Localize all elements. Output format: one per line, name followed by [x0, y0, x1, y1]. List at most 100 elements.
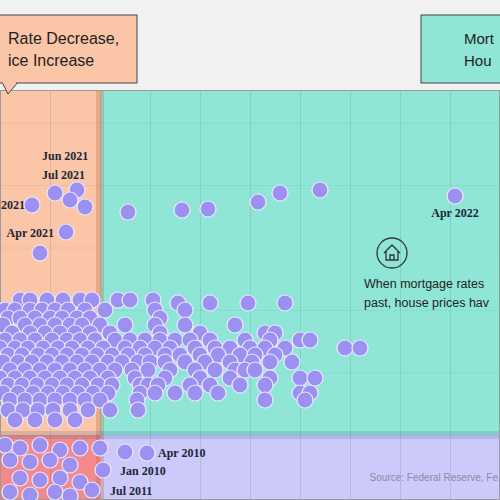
zero-price-band — [0, 431, 500, 439]
data-point — [62, 488, 78, 500]
data-point — [187, 385, 203, 401]
data-point — [307, 370, 323, 386]
plot-frame — [1, 91, 500, 500]
point-label: Jul 2011 — [110, 484, 152, 498]
data-point — [272, 185, 288, 201]
data-point — [312, 182, 328, 198]
data-point — [352, 340, 368, 356]
data-point — [2, 452, 18, 468]
data-point — [47, 484, 63, 500]
data-point — [177, 302, 193, 318]
data-point — [240, 295, 256, 311]
data-point — [47, 185, 63, 201]
x-axis — [1, 90, 500, 500]
data-point — [84, 482, 100, 498]
quadrant-label: ice Increase — [8, 52, 94, 69]
data-point — [262, 354, 278, 370]
y-tick — [0, 435, 500, 436]
data-point — [200, 201, 216, 217]
data-point — [227, 317, 243, 333]
source-text: Source: Federal Reserve, Fe — [370, 472, 499, 483]
data-point — [167, 385, 183, 401]
y-grid-line — [0, 248, 500, 249]
data-point — [120, 204, 136, 220]
note-text: When mortgage rates — [364, 277, 484, 291]
data-point — [130, 402, 146, 418]
data-point — [337, 340, 353, 356]
data-point — [284, 354, 300, 370]
point-label: Jul 2021 — [42, 168, 85, 182]
data-point — [207, 362, 223, 378]
point-label: 2021 — [1, 198, 25, 212]
data-point — [447, 188, 463, 204]
quadrants — [0, 90, 500, 500]
data-point — [32, 472, 48, 488]
y-tick — [0, 123, 500, 124]
data-point — [297, 392, 313, 408]
chart-container: Rate Decrease, ice Increase Mort Hou Jun 202… — [0, 0, 500, 500]
header-boxes: Rate Decrease, ice Increase Mort Hou — [0, 15, 500, 94]
y-grid-line — [0, 123, 500, 124]
data-point — [232, 377, 248, 393]
data-point — [117, 317, 133, 333]
data-point — [250, 194, 266, 210]
data-point — [122, 292, 138, 308]
data-point — [27, 412, 43, 428]
data-point — [247, 362, 263, 378]
note-text: past, house prices hav — [364, 296, 490, 310]
data-point — [210, 385, 226, 401]
data-point — [32, 437, 48, 453]
data-point — [277, 295, 293, 311]
header-box-right — [421, 15, 500, 83]
points — [0, 182, 463, 500]
data-point — [174, 202, 190, 218]
quadrant-label: Rate Decrease, — [8, 30, 119, 47]
point-label: Apr 2022 — [431, 206, 478, 220]
house-icon — [377, 238, 407, 268]
header-box-left — [0, 15, 137, 83]
data-point — [67, 412, 83, 428]
data-point — [62, 192, 78, 208]
data-point — [202, 295, 218, 311]
annotations: Jun 2021 Jul 2021 2021 Apr 2021 Apr 2022 Apr … — [1, 149, 479, 498]
quadrant-label: Hou — [464, 52, 492, 69]
y-tick — [0, 248, 500, 249]
x-axis-line — [1, 90, 500, 500]
point-label: Apr 2010 — [158, 446, 205, 460]
y-axis-line — [1, 91, 500, 500]
icon-house — [384, 245, 400, 260]
data-point — [62, 457, 78, 473]
data-point — [0, 437, 13, 453]
header-pointer-join — [3, 81, 16, 84]
point-label: Jun 2021 — [42, 149, 88, 163]
data-point — [302, 332, 318, 348]
data-point — [58, 224, 74, 240]
data-point — [22, 487, 38, 500]
data-point — [139, 445, 155, 461]
data-point — [32, 245, 48, 261]
icon-circle — [377, 238, 407, 268]
quadrant-label: Mort — [464, 30, 495, 47]
data-point — [24, 197, 40, 213]
point-label: Jan 2010 — [120, 464, 166, 478]
data-point — [257, 392, 273, 408]
data-point — [72, 440, 88, 456]
data-point — [292, 370, 308, 386]
data-point — [147, 385, 163, 401]
data-point — [177, 317, 193, 333]
data-point — [95, 462, 111, 478]
y-grid-line — [0, 435, 500, 436]
point-label: Apr 2021 — [7, 226, 54, 240]
chart-svg: Rate Decrease, ice Increase Mort Hou Jun 202… — [0, 0, 500, 500]
data-point — [117, 444, 133, 460]
data-point — [7, 412, 23, 428]
data-point — [97, 302, 113, 318]
data-point — [102, 402, 118, 418]
data-point — [42, 452, 58, 468]
data-point — [80, 402, 96, 418]
data-point — [2, 484, 18, 500]
data-point — [47, 412, 63, 428]
data-point — [12, 470, 28, 486]
data-point — [257, 377, 273, 393]
header-pointer — [2, 82, 18, 94]
